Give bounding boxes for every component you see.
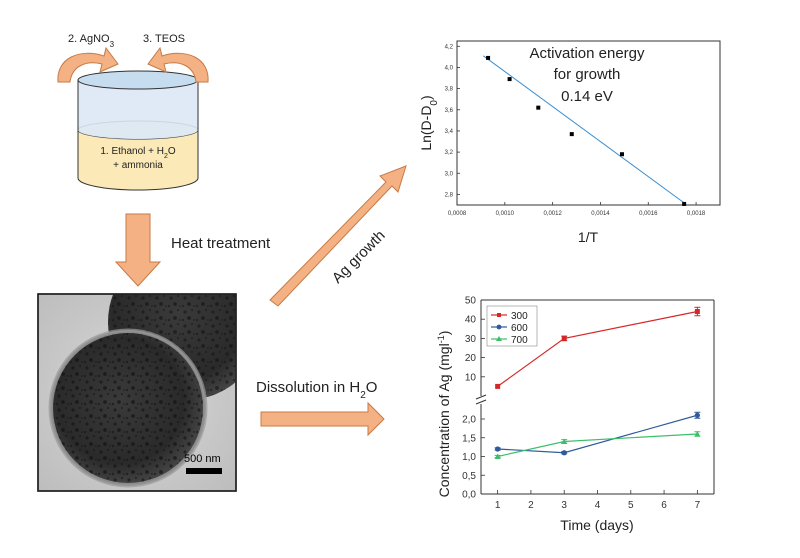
arrhenius-y-tick-label: 4,2 <box>445 44 454 50</box>
arrhenius-y-tick-label: 3,4 <box>445 129 454 135</box>
heat-treatment-arrow <box>114 213 162 287</box>
concentration-x-label: Time (days) <box>560 517 633 533</box>
concentration-x-tick-label: 4 <box>595 500 601 511</box>
arrhenius-x-tick-label: 0,0012 <box>543 211 562 217</box>
legend-marker-600 <box>496 324 502 330</box>
concentration-lower-y-tick-label: 1,5 <box>462 433 476 444</box>
arrhenius-x-tick-label: 0,0014 <box>591 211 610 217</box>
beaker-upper <box>78 80 198 139</box>
data-point-600 <box>561 450 567 456</box>
scale-bar-label: 500 nm <box>184 453 221 465</box>
concentration-lower-y-tick-label: 0,0 <box>462 490 476 501</box>
data-point-600 <box>495 446 501 452</box>
step3-label: 3. TEOS <box>143 33 185 45</box>
annotation-line-1: Activation energy <box>529 45 645 62</box>
concentration-lower-y-tick-label: 0,5 <box>462 471 476 482</box>
concentration-x-tick-label: 6 <box>661 500 667 511</box>
step1-label-line2: + ammonia <box>113 160 163 171</box>
legend-marker-700 <box>496 336 502 341</box>
concentration-upper-y-tick-label: 10 <box>465 372 477 383</box>
arrhenius-y-tick-label: 4,0 <box>445 65 454 71</box>
concentration-lower-y-tick-label: 1,0 <box>462 452 476 463</box>
axis-break-mark-2 <box>475 399 487 405</box>
heat-treatment-label: Heat treatment <box>171 235 271 252</box>
arrhenius-data-point <box>507 77 512 82</box>
legend-label-700: 700 <box>511 335 528 346</box>
arrhenius-y-tick-label: 3,6 <box>445 108 454 114</box>
arrhenius-chart: 0,0008 0,0010 0,0012 0,0014 0,0016 0,0018 2,8 3… <box>418 40 721 245</box>
arrhenius-data-point <box>682 201 687 206</box>
annotation-line-3: 0.14 eV <box>561 88 613 105</box>
reagent-arrow-left <box>57 46 119 83</box>
data-point-700 <box>494 453 501 459</box>
dissolution-arrow <box>260 401 385 437</box>
concentration-lower-y-tick-label: 2,0 <box>462 415 476 426</box>
concentration-upper-y-tick-label: 40 <box>465 315 477 326</box>
data-point-600 <box>694 412 700 418</box>
arrhenius-x-tick-label: 0,0018 <box>687 211 706 217</box>
arrhenius-y-tick-label: 3,0 <box>445 171 454 177</box>
arrhenius-fit-line <box>483 55 685 204</box>
concentration-x-tick-label: 7 <box>695 500 701 511</box>
arrhenius-x-tick-label: 0,0008 <box>448 211 467 217</box>
synthesis-beaker: 1. Ethanol + H2O + ammonia <box>77 70 199 191</box>
data-point-300 <box>495 383 501 389</box>
arrhenius-y-tick-label: 3,8 <box>445 87 454 93</box>
concentration-chart: 1 2 3 4 5 6 7 10 20 30 40 50 0,0 0,5 1,0 1,5 2,0 300 600… <box>436 296 715 533</box>
legend-label-600: 600 <box>511 323 528 334</box>
legend-marker-300 <box>497 313 501 317</box>
data-point-700 <box>694 431 701 437</box>
step1-label: 1. Ethanol + H2O <box>100 146 176 160</box>
reagent-arrow-right <box>147 46 209 83</box>
concentration-x-tick-label: 5 <box>628 500 634 511</box>
arrhenius-data-point <box>536 105 541 110</box>
data-point-700 <box>561 438 568 444</box>
data-point-300 <box>561 335 567 341</box>
dissolution-label: Dissolution in H2O <box>256 379 377 401</box>
concentration-x-tick-label: 2 <box>528 500 534 511</box>
arrhenius-y-tick-label: 3,2 <box>445 150 454 156</box>
arrhenius-y-label: Ln(D-D0) <box>418 95 440 150</box>
scale-bar <box>186 468 222 474</box>
annotation-line-2: for growth <box>554 66 621 83</box>
beaker-rim <box>77 70 199 90</box>
axis-break-mark <box>475 394 487 400</box>
ag-growth-arrow: Ag growth <box>269 165 407 307</box>
arrhenius-data-point <box>619 152 624 157</box>
arrhenius-data-point <box>486 55 491 60</box>
arrhenius-x-tick-label: 0,0016 <box>639 211 658 217</box>
beaker-liquid <box>78 130 198 190</box>
legend-label-300: 300 <box>511 311 528 322</box>
arrhenius-data-point <box>569 132 574 137</box>
arrhenius-x-label: 1/T <box>578 229 599 245</box>
arrhenius-x-tick-label: 0,0010 <box>496 211 515 217</box>
concentration-x-tick-label: 3 <box>561 500 567 511</box>
concentration-x-tick-label: 1 <box>495 500 501 511</box>
data-point-300 <box>694 309 700 315</box>
concentration-y-label: Concentration of Ag (mgl-1) <box>436 331 452 498</box>
legend: 300 600 700 <box>486 305 538 347</box>
step2-label: 2. AgNO3 <box>68 33 115 49</box>
concentration-upper-y-tick-label: 50 <box>465 296 477 307</box>
concentration-upper-y-tick-label: 20 <box>465 353 477 364</box>
tem-micrograph: 500 nm <box>37 293 237 492</box>
concentration-upper-y-tick-label: 30 <box>465 334 477 345</box>
arrhenius-y-tick-label: 2,8 <box>445 192 454 198</box>
